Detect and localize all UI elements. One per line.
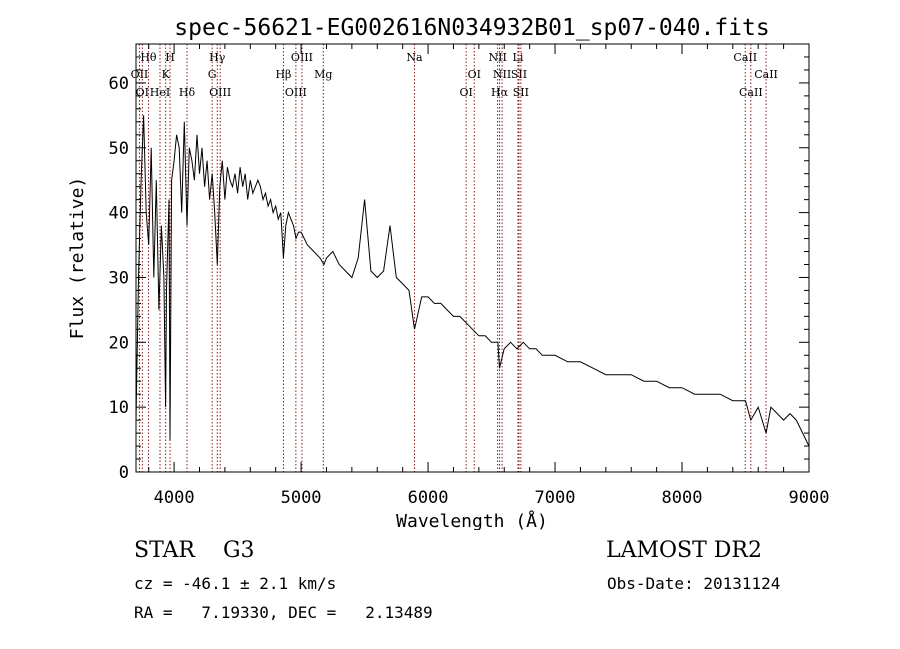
spectral-line-label: OIII xyxy=(291,51,313,64)
spectrum-line xyxy=(135,115,810,447)
spectral-line-label: CaII xyxy=(739,86,763,99)
x-tick-label: 4000 xyxy=(154,488,195,508)
y-axis-ticks: 0 10 20 30 40 50 60 xyxy=(109,56,809,483)
spectral-line-label: OIII xyxy=(209,86,231,99)
y-tick-label: 10 xyxy=(109,398,129,418)
spectral-line-label: SII xyxy=(513,86,529,99)
y-tick-label: 30 xyxy=(109,268,129,288)
x-axis-label: Wavelength (Å) xyxy=(396,510,548,530)
spectral-line-label: HeI xyxy=(150,86,170,99)
y-tick-label: 0 xyxy=(119,463,129,483)
ra-dec-coordinates: RA = 7.19330, DEC = 2.13489 xyxy=(134,603,433,622)
spectral-line-label: Hγ xyxy=(209,51,226,64)
spectral-line-label: NII xyxy=(488,51,506,64)
spectral-line-label: Hα xyxy=(491,86,509,99)
y-tick-label: 50 xyxy=(109,139,129,159)
spectral-line-label: Na xyxy=(406,51,423,64)
plot-frame xyxy=(135,43,810,473)
x-tick-label: 6000 xyxy=(408,488,449,508)
spectral-line-label: OI xyxy=(459,86,472,99)
chart-title: spec-56621-EG002616N034932B01_sp07-040.f… xyxy=(174,15,769,41)
spectral-line-label: Hβ xyxy=(275,68,291,81)
spectral-line-label: G xyxy=(208,68,217,81)
spectral-line-label: Li xyxy=(513,51,524,64)
observation-date: Obs-Date: 20131124 xyxy=(607,574,781,593)
spectral-line-label: SII xyxy=(511,68,527,81)
spectrum-chart: spec-56621-EG002616N034932B01_sp07-040.f… xyxy=(67,15,830,530)
spectral-line-label: OI xyxy=(136,86,149,99)
redshift-cz: cz = -46.1 ± 2.1 km/s xyxy=(134,574,337,593)
star-class: STAR G3 xyxy=(134,538,255,563)
x-tick-label: 9000 xyxy=(789,488,830,508)
spectral-line-label: K xyxy=(162,68,171,81)
spectral-line-label: OII xyxy=(131,68,149,81)
spectral-line-label: CaII xyxy=(733,51,757,64)
y-axis-label: Flux (relative) xyxy=(67,177,88,340)
spectral-line-label: Hθ xyxy=(140,51,157,64)
spectral-line-label: H xyxy=(165,51,175,64)
x-tick-label: 5000 xyxy=(281,488,322,508)
spectral-line-label: OIII xyxy=(285,86,307,99)
spectral-line-label: CaII xyxy=(754,68,778,81)
y-tick-label: 40 xyxy=(109,204,129,224)
spectral-line-label: Hδ xyxy=(179,86,196,99)
spectral-line-label: Mg xyxy=(314,68,332,81)
spectral-line-label: OI xyxy=(468,68,481,81)
y-tick-label: 20 xyxy=(109,333,129,353)
y-tick-label: 60 xyxy=(109,74,129,94)
survey-name: LAMOST DR2 xyxy=(606,538,762,563)
x-tick-label: 8000 xyxy=(662,488,703,508)
x-tick-label: 7000 xyxy=(535,488,576,508)
x-axis-ticks: 4000 5000 6000 7000 8000 9000 xyxy=(148,44,830,508)
spectral-line-label: NII xyxy=(493,68,511,81)
spectral-line-markers: OIIOIHθHeIKHHδGHγOIIIHβOIIIOIIIMgNaOIOIN… xyxy=(131,44,778,472)
